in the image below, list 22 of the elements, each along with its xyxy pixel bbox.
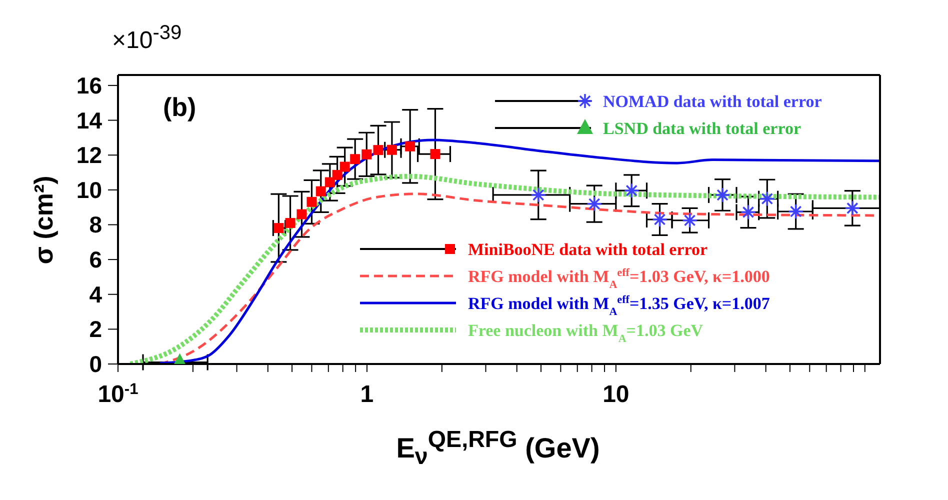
text: RFG model with M$_{A}$$^{eff}$=1.35 GeV, κ=1.007 <box>468 294 770 318</box>
y-tick-label: 14 <box>76 107 102 134</box>
x-tick-label: 10 <box>602 381 630 408</box>
x-axis-title: E$_{ν}$$^{QE,RFG}$ (GeV) <box>396 426 600 470</box>
x-tick-label: 1 <box>360 381 374 408</box>
legend-label: NOMAD data with total error <box>603 92 822 111</box>
x-tick-label: 10$^{-1}$ <box>98 380 139 408</box>
y-tick-label: 12 <box>76 142 102 168</box>
legend-label: LSND data with total error <box>603 119 802 138</box>
text: ×10$^{-39}$ <box>112 22 182 55</box>
y-tick-label: 16 <box>76 72 102 98</box>
text: RFG model with M$_{A}$$^{eff}$=1.03 GeV, κ=1.000 <box>468 267 770 291</box>
legend-label: MiniBooNE data with total error <box>468 240 708 259</box>
y-tick-label: 8 <box>89 212 102 238</box>
y-tick-label: 4 <box>89 281 102 308</box>
y-axis-title: σ (cm²) <box>28 176 60 264</box>
annotation: (b) <box>163 92 196 123</box>
y-tick-label: 6 <box>89 246 102 273</box>
y-tick-label: 0 <box>89 351 102 377</box>
y-tick-label: 2 <box>89 316 102 342</box>
text: Free nucleon with M$_{A}$=1.03 GeV <box>468 321 704 345</box>
y-tick-label: 10 <box>76 176 102 203</box>
